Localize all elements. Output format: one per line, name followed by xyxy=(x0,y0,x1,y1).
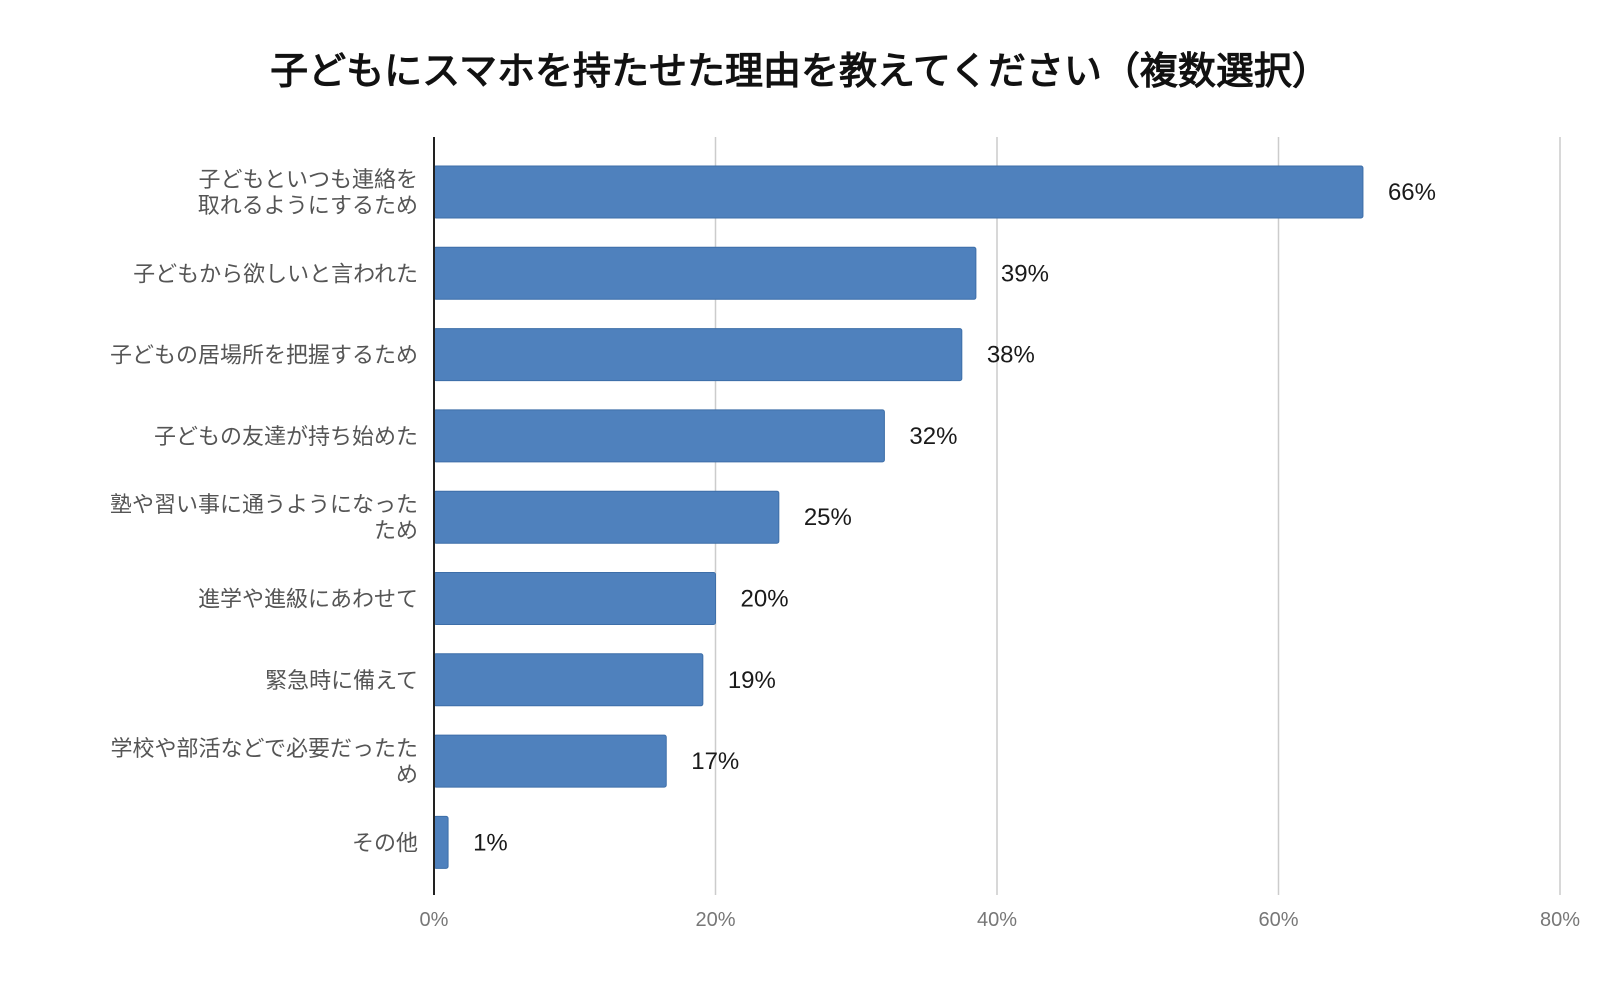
category-label: 子どもの友達が持ち始めた xyxy=(154,425,418,450)
x-tick-label: 20% xyxy=(695,909,735,931)
category-label: 進学や進級にあわせて xyxy=(198,588,418,613)
category-label: ため xyxy=(374,519,418,544)
category-labels: 子どもといつも連絡を取れるようにするため子どもから欲しいと言われた子どもの居場所… xyxy=(110,168,418,856)
category-label: め xyxy=(396,763,418,788)
x-tick-label: 60% xyxy=(1258,909,1298,931)
category-label: 緊急時に備えて xyxy=(265,669,418,694)
bar xyxy=(433,165,1364,219)
x-tick-label: 80% xyxy=(1540,909,1580,931)
category-label: その他 xyxy=(352,831,418,856)
x-tick-label: 40% xyxy=(977,909,1017,931)
bar xyxy=(433,653,704,707)
category-label: 取れるようにするため xyxy=(198,194,418,219)
bar xyxy=(433,815,449,869)
chart-title: 子どもにスマホを持たせた理由を教えてください（複数選択） xyxy=(270,49,1330,93)
bar xyxy=(433,490,780,544)
data-label: 1% xyxy=(473,829,508,856)
data-label: 19% xyxy=(728,667,776,694)
data-label: 38% xyxy=(987,342,1035,369)
category-label: 塾や習い事に通うようになった xyxy=(110,493,418,518)
bar xyxy=(433,246,977,300)
bars xyxy=(433,165,1364,869)
category-label: 子どもの居場所を把握するため xyxy=(110,344,418,369)
data-label: 66% xyxy=(1388,179,1436,206)
bar xyxy=(433,328,963,382)
bar xyxy=(433,409,885,463)
bar xyxy=(433,572,716,625)
data-label: 39% xyxy=(1001,260,1049,287)
data-label: 25% xyxy=(804,504,852,531)
category-label: 学校や部活などで必要だったた xyxy=(110,737,418,762)
category-label: 子どもといつも連絡を xyxy=(198,168,418,193)
value-labels: 66% 39% 38% 32% 25% 20% 19% 17% 1% xyxy=(473,179,1436,856)
x-tick-label: 0% xyxy=(420,909,449,931)
bar xyxy=(433,734,667,788)
x-axis-tick-labels: 0% 20% 40% 60% 80% xyxy=(420,909,1581,931)
data-label: 20% xyxy=(741,586,789,613)
data-label: 17% xyxy=(691,748,739,775)
data-label: 32% xyxy=(909,423,957,450)
category-label: 子どもから欲しいと言われた xyxy=(133,262,418,287)
